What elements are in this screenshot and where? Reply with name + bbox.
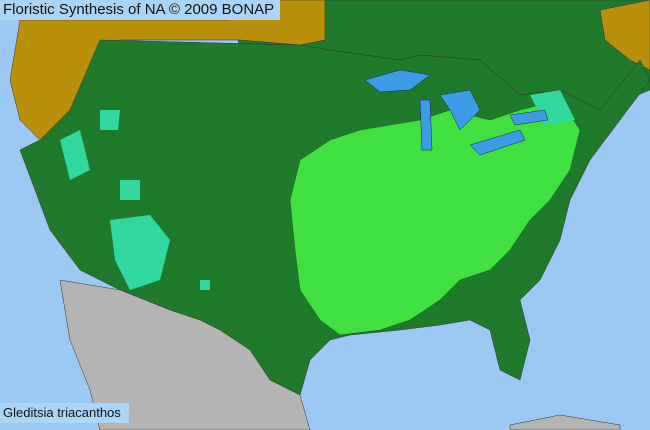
mexico-region xyxy=(59,279,311,430)
species-label: Gleditsia triacanthos xyxy=(0,403,129,423)
county-present-region xyxy=(289,99,581,336)
great-lakes xyxy=(364,69,549,156)
cuba-region xyxy=(509,414,621,430)
northwest-gold-region xyxy=(9,0,326,141)
map-title: Floristic Synthesis of NA © 2009 BONAP xyxy=(0,0,281,20)
